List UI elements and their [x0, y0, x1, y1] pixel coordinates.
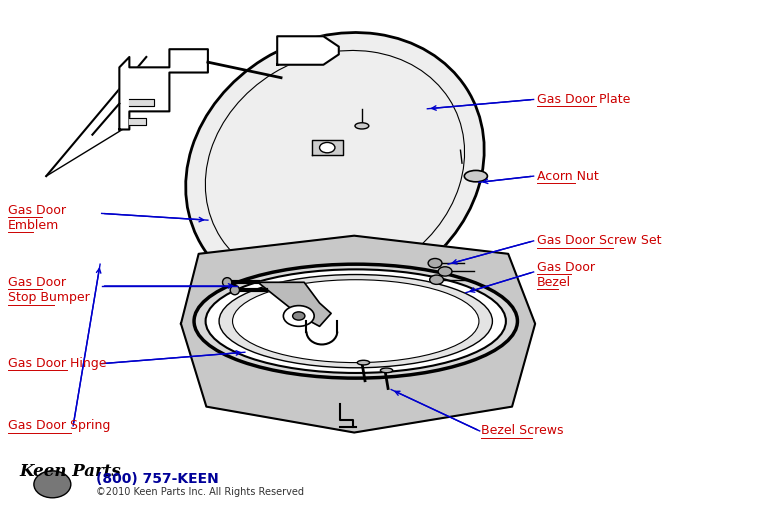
Ellipse shape	[230, 285, 239, 295]
Polygon shape	[258, 282, 331, 326]
Text: (800) 757-KEEN: (800) 757-KEEN	[96, 472, 219, 486]
Polygon shape	[277, 36, 339, 65]
Circle shape	[430, 275, 444, 284]
Ellipse shape	[194, 264, 517, 378]
Polygon shape	[119, 49, 208, 130]
Ellipse shape	[233, 280, 479, 363]
Polygon shape	[181, 236, 535, 433]
Circle shape	[283, 306, 314, 326]
Text: Gas Door Spring: Gas Door Spring	[8, 419, 110, 433]
Ellipse shape	[186, 33, 484, 304]
Text: Acorn Nut: Acorn Nut	[537, 169, 598, 183]
Ellipse shape	[357, 361, 370, 365]
Text: Gas Door Plate: Gas Door Plate	[537, 93, 630, 106]
Text: Gas Door
Emblem: Gas Door Emblem	[8, 204, 65, 232]
Ellipse shape	[34, 471, 71, 498]
Ellipse shape	[206, 269, 506, 373]
Circle shape	[428, 258, 442, 268]
Text: Gas Door
Bezel: Gas Door Bezel	[537, 261, 594, 289]
Circle shape	[438, 267, 452, 276]
Circle shape	[293, 312, 305, 320]
Text: Gas Door Screw Set: Gas Door Screw Set	[537, 234, 661, 248]
Ellipse shape	[223, 278, 232, 287]
Ellipse shape	[464, 170, 487, 182]
Text: Gas Door
Stop Bumper: Gas Door Stop Bumper	[8, 276, 89, 304]
Text: Keen Parts: Keen Parts	[19, 463, 121, 480]
Text: Gas Door Hinge: Gas Door Hinge	[8, 357, 106, 370]
Ellipse shape	[219, 275, 493, 368]
Ellipse shape	[355, 123, 369, 129]
Text: Bezel Screws: Bezel Screws	[481, 424, 564, 438]
Text: ©2010 Keen Parts Inc. All Rights Reserved: ©2010 Keen Parts Inc. All Rights Reserve…	[96, 487, 304, 497]
Polygon shape	[312, 140, 343, 155]
Polygon shape	[129, 118, 146, 125]
Polygon shape	[129, 99, 154, 106]
Ellipse shape	[380, 368, 393, 373]
Circle shape	[320, 142, 335, 153]
